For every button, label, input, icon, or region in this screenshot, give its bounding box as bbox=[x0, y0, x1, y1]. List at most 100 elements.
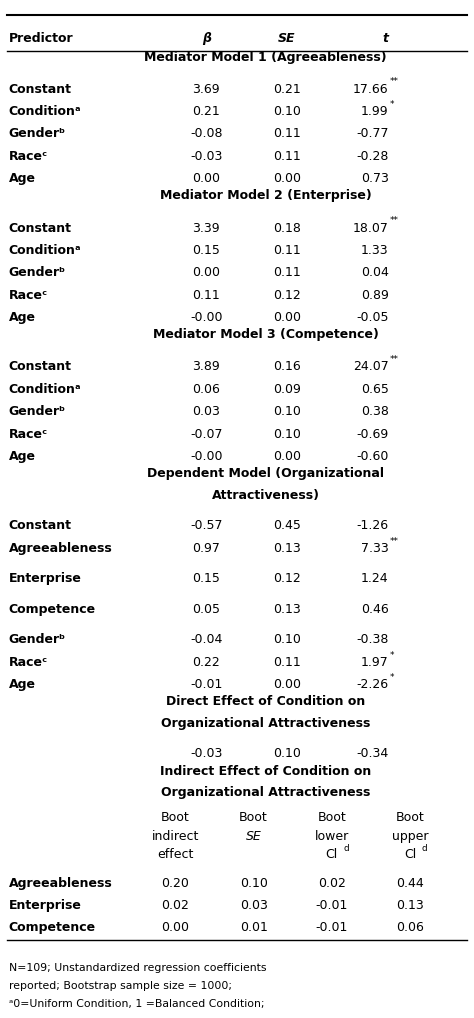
Text: 3.69: 3.69 bbox=[192, 82, 220, 96]
Text: 0.10: 0.10 bbox=[273, 747, 301, 760]
Text: Organizational Attractiveness: Organizational Attractiveness bbox=[161, 786, 370, 799]
Text: 0.20: 0.20 bbox=[162, 876, 189, 890]
Text: Organizational Attractiveness: Organizational Attractiveness bbox=[161, 717, 370, 730]
Text: 0.73: 0.73 bbox=[361, 172, 389, 185]
Text: 1.33: 1.33 bbox=[361, 244, 389, 257]
Text: N=109; Unstandardized regression coefficients: N=109; Unstandardized regression coeffic… bbox=[9, 963, 266, 972]
Text: d: d bbox=[344, 844, 349, 853]
Text: **: ** bbox=[390, 355, 399, 364]
Text: -1.26: -1.26 bbox=[356, 519, 389, 532]
Text: 0.06: 0.06 bbox=[192, 383, 220, 396]
Text: -0.34: -0.34 bbox=[356, 747, 389, 760]
Text: Genderᵇ: Genderᵇ bbox=[9, 405, 66, 418]
Text: Agreeableness: Agreeableness bbox=[9, 876, 112, 890]
Text: 0.00: 0.00 bbox=[273, 312, 301, 324]
Text: 0.11: 0.11 bbox=[273, 656, 301, 669]
Text: Genderᵇ: Genderᵇ bbox=[9, 267, 66, 279]
Text: 0.46: 0.46 bbox=[361, 603, 389, 616]
Text: 7.33: 7.33 bbox=[361, 542, 389, 555]
Text: 1.24: 1.24 bbox=[361, 572, 389, 585]
Text: -2.26: -2.26 bbox=[356, 678, 389, 691]
Text: 0.00: 0.00 bbox=[273, 678, 301, 691]
Text: Enterprise: Enterprise bbox=[9, 572, 82, 585]
Text: Constant: Constant bbox=[9, 519, 72, 532]
Text: -0.60: -0.60 bbox=[356, 450, 389, 463]
Text: 1.99: 1.99 bbox=[361, 105, 389, 118]
Text: 1.97: 1.97 bbox=[361, 656, 389, 669]
Text: effect: effect bbox=[157, 848, 193, 861]
Text: Raceᶜ: Raceᶜ bbox=[9, 656, 48, 669]
Text: 3.89: 3.89 bbox=[192, 360, 220, 374]
Text: Dependent Model (Organizational: Dependent Model (Organizational bbox=[147, 467, 384, 480]
Text: 0.00: 0.00 bbox=[192, 267, 220, 279]
Text: Conditionᵃ: Conditionᵃ bbox=[9, 244, 81, 257]
Text: reported; Bootstrap sample size = 1000;: reported; Bootstrap sample size = 1000; bbox=[9, 981, 231, 991]
Text: 0.10: 0.10 bbox=[273, 405, 301, 418]
Text: -0.01: -0.01 bbox=[316, 899, 348, 912]
Text: 0.16: 0.16 bbox=[273, 360, 301, 374]
Text: Conditionᵃ: Conditionᵃ bbox=[9, 105, 81, 118]
Text: SE: SE bbox=[278, 33, 295, 45]
Text: indirect: indirect bbox=[152, 830, 199, 843]
Text: -0.01: -0.01 bbox=[190, 678, 222, 691]
Text: Mediator Model 3 (Competence): Mediator Model 3 (Competence) bbox=[153, 329, 378, 341]
Text: 0.04: 0.04 bbox=[361, 267, 389, 279]
Text: -0.00: -0.00 bbox=[190, 312, 222, 324]
Text: 0.12: 0.12 bbox=[273, 289, 301, 301]
Text: 0.00: 0.00 bbox=[192, 172, 220, 185]
Text: 17.66: 17.66 bbox=[353, 82, 389, 96]
Text: 0.02: 0.02 bbox=[162, 899, 189, 912]
Text: 0.11: 0.11 bbox=[273, 150, 301, 163]
Text: 0.18: 0.18 bbox=[273, 222, 301, 234]
Text: 0.38: 0.38 bbox=[361, 405, 389, 418]
Text: -0.00: -0.00 bbox=[190, 450, 222, 463]
Text: Boot: Boot bbox=[318, 811, 346, 825]
Text: -0.07: -0.07 bbox=[190, 428, 222, 441]
Text: 0.06: 0.06 bbox=[396, 921, 424, 935]
Text: Constant: Constant bbox=[9, 82, 72, 96]
Text: *: * bbox=[390, 100, 394, 109]
Text: Agreeableness: Agreeableness bbox=[9, 542, 112, 555]
Text: 0.01: 0.01 bbox=[240, 921, 267, 935]
Text: 0.21: 0.21 bbox=[192, 105, 220, 118]
Text: -0.01: -0.01 bbox=[316, 921, 348, 935]
Text: 0.11: 0.11 bbox=[273, 127, 301, 140]
Text: 0.09: 0.09 bbox=[273, 383, 301, 396]
Text: 0.03: 0.03 bbox=[240, 899, 267, 912]
Text: **: ** bbox=[390, 217, 399, 225]
Text: *: * bbox=[390, 651, 394, 660]
Text: SE: SE bbox=[246, 830, 262, 843]
Text: -0.08: -0.08 bbox=[190, 127, 222, 140]
Text: **: ** bbox=[390, 77, 399, 87]
Text: Indirect Effect of Condition on: Indirect Effect of Condition on bbox=[160, 765, 371, 778]
Text: β: β bbox=[202, 33, 210, 45]
Text: 0.00: 0.00 bbox=[273, 172, 301, 185]
Text: 24.07: 24.07 bbox=[353, 360, 389, 374]
Text: 0.02: 0.02 bbox=[318, 876, 346, 890]
Text: 0.00: 0.00 bbox=[273, 450, 301, 463]
Text: -0.57: -0.57 bbox=[190, 519, 222, 532]
Text: -0.28: -0.28 bbox=[356, 150, 389, 163]
Text: 0.45: 0.45 bbox=[273, 519, 301, 532]
Text: 0.21: 0.21 bbox=[273, 82, 301, 96]
Text: Mediator Model 2 (Enterprise): Mediator Model 2 (Enterprise) bbox=[160, 189, 371, 203]
Text: 0.10: 0.10 bbox=[273, 105, 301, 118]
Text: Boot: Boot bbox=[239, 811, 268, 825]
Text: 0.89: 0.89 bbox=[361, 289, 389, 301]
Text: 0.97: 0.97 bbox=[192, 542, 220, 555]
Text: -0.05: -0.05 bbox=[356, 312, 389, 324]
Text: Direct Effect of Condition on: Direct Effect of Condition on bbox=[166, 695, 365, 709]
Text: Attractiveness): Attractiveness) bbox=[211, 489, 319, 502]
Text: Raceᶜ: Raceᶜ bbox=[9, 150, 48, 163]
Text: Age: Age bbox=[9, 172, 36, 185]
Text: Competence: Competence bbox=[9, 921, 96, 935]
Text: Age: Age bbox=[9, 450, 36, 463]
Text: 0.00: 0.00 bbox=[161, 921, 190, 935]
Text: Constant: Constant bbox=[9, 222, 72, 234]
Text: Genderᵇ: Genderᵇ bbox=[9, 127, 66, 140]
Text: lower: lower bbox=[315, 830, 349, 843]
Text: Boot: Boot bbox=[161, 811, 190, 825]
Text: 0.15: 0.15 bbox=[192, 572, 220, 585]
Text: -0.77: -0.77 bbox=[356, 127, 389, 140]
Text: -0.03: -0.03 bbox=[190, 150, 222, 163]
